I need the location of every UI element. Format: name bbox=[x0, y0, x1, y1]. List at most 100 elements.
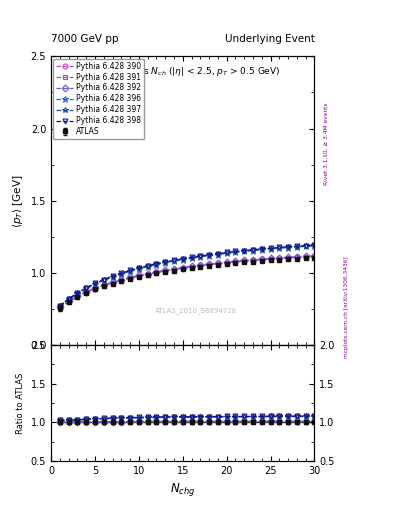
Pythia 6.428 397 bbox=[286, 244, 290, 250]
Pythia 6.428 392 bbox=[286, 254, 290, 260]
Pythia 6.428 398 bbox=[294, 243, 299, 249]
Pythia 6.428 391 bbox=[268, 256, 273, 262]
Pythia 6.428 391 bbox=[277, 255, 282, 262]
Text: ATLAS_2010_S8894728: ATLAS_2010_S8894728 bbox=[155, 307, 237, 314]
Pythia 6.428 391 bbox=[251, 258, 255, 264]
Pythia 6.428 392 bbox=[154, 269, 159, 275]
Pythia 6.428 392 bbox=[189, 263, 194, 269]
Text: Average $p_T$ vs $N_{ch}$ ($|\eta|$ < 2.5, $p_T$ > 0.5 GeV): Average $p_T$ vs $N_{ch}$ ($|\eta|$ < 2.… bbox=[85, 65, 281, 78]
Pythia 6.428 398 bbox=[312, 242, 317, 248]
Line: Pythia 6.428 391: Pythia 6.428 391 bbox=[57, 254, 317, 310]
Pythia 6.428 398 bbox=[66, 295, 71, 302]
Pythia 6.428 398 bbox=[180, 255, 185, 262]
Pythia 6.428 392 bbox=[312, 253, 317, 259]
Pythia 6.428 396 bbox=[189, 255, 194, 261]
Pythia 6.428 396 bbox=[172, 258, 176, 264]
Pythia 6.428 398 bbox=[189, 254, 194, 260]
Pythia 6.428 392 bbox=[268, 255, 273, 262]
Pythia 6.428 391 bbox=[259, 257, 264, 263]
Pythia 6.428 390 bbox=[136, 273, 141, 279]
Pythia 6.428 398 bbox=[251, 247, 255, 253]
Pythia 6.428 397 bbox=[57, 303, 62, 309]
Pythia 6.428 392 bbox=[84, 289, 88, 295]
Pythia 6.428 392 bbox=[207, 261, 211, 267]
Pythia 6.428 397 bbox=[75, 290, 80, 296]
Pythia 6.428 397 bbox=[215, 251, 220, 257]
Pythia 6.428 390 bbox=[251, 257, 255, 263]
Pythia 6.428 398 bbox=[101, 276, 106, 283]
Pythia 6.428 398 bbox=[128, 267, 132, 273]
Line: Pythia 6.428 392: Pythia 6.428 392 bbox=[57, 253, 317, 310]
Pythia 6.428 397 bbox=[242, 248, 246, 254]
Pythia 6.428 397 bbox=[154, 261, 159, 267]
Pythia 6.428 398 bbox=[110, 273, 115, 279]
Pythia 6.428 397 bbox=[119, 270, 124, 276]
Line: Pythia 6.428 390: Pythia 6.428 390 bbox=[57, 254, 317, 310]
Pythia 6.428 390 bbox=[145, 271, 150, 277]
Pythia 6.428 390 bbox=[233, 259, 238, 265]
Pythia 6.428 390 bbox=[215, 261, 220, 267]
Pythia 6.428 391 bbox=[154, 269, 159, 275]
Pythia 6.428 398 bbox=[224, 249, 229, 255]
Pythia 6.428 390 bbox=[172, 266, 176, 272]
Pythia 6.428 391 bbox=[128, 275, 132, 281]
Pythia 6.428 391 bbox=[198, 263, 203, 269]
Y-axis label: $\langle p_T \rangle$ [GeV]: $\langle p_T \rangle$ [GeV] bbox=[11, 174, 25, 227]
Pythia 6.428 392 bbox=[224, 259, 229, 265]
Pythia 6.428 398 bbox=[163, 259, 167, 265]
Pythia 6.428 392 bbox=[101, 282, 106, 288]
Pythia 6.428 392 bbox=[242, 258, 246, 264]
Pythia 6.428 396 bbox=[145, 264, 150, 270]
Pythia 6.428 391 bbox=[215, 261, 220, 267]
Pythia 6.428 392 bbox=[277, 255, 282, 261]
Pythia 6.428 391 bbox=[172, 266, 176, 272]
Pythia 6.428 391 bbox=[119, 278, 124, 284]
Pythia 6.428 396 bbox=[84, 285, 88, 291]
Pythia 6.428 391 bbox=[66, 298, 71, 305]
Pythia 6.428 396 bbox=[93, 281, 97, 287]
Pythia 6.428 396 bbox=[128, 268, 132, 274]
Pythia 6.428 397 bbox=[251, 247, 255, 253]
Pythia 6.428 398 bbox=[57, 303, 62, 309]
Pythia 6.428 391 bbox=[233, 259, 238, 265]
Text: Underlying Event: Underlying Event bbox=[224, 33, 314, 44]
Pythia 6.428 390 bbox=[180, 265, 185, 271]
Pythia 6.428 397 bbox=[180, 256, 185, 262]
Pythia 6.428 392 bbox=[233, 258, 238, 264]
Pythia 6.428 398 bbox=[198, 253, 203, 259]
Pythia 6.428 398 bbox=[268, 245, 273, 251]
Pythia 6.428 392 bbox=[251, 257, 255, 263]
Pythia 6.428 398 bbox=[207, 252, 211, 258]
Pythia 6.428 390 bbox=[277, 255, 282, 261]
Pythia 6.428 397 bbox=[93, 281, 97, 287]
Pythia 6.428 390 bbox=[294, 254, 299, 260]
Pythia 6.428 392 bbox=[180, 264, 185, 270]
Pythia 6.428 390 bbox=[93, 286, 97, 292]
Pythia 6.428 392 bbox=[119, 276, 124, 283]
Pythia 6.428 392 bbox=[136, 272, 141, 279]
Pythia 6.428 398 bbox=[242, 247, 246, 253]
Pythia 6.428 392 bbox=[215, 260, 220, 266]
Pythia 6.428 396 bbox=[163, 260, 167, 266]
Y-axis label: Ratio to ATLAS: Ratio to ATLAS bbox=[16, 372, 25, 434]
Pythia 6.428 397 bbox=[233, 249, 238, 255]
Pythia 6.428 390 bbox=[268, 256, 273, 262]
Pythia 6.428 392 bbox=[110, 279, 115, 285]
Pythia 6.428 390 bbox=[66, 298, 71, 305]
Pythia 6.428 391 bbox=[84, 289, 88, 295]
Pythia 6.428 391 bbox=[110, 280, 115, 286]
Pythia 6.428 396 bbox=[259, 247, 264, 253]
Pythia 6.428 397 bbox=[172, 258, 176, 264]
Pythia 6.428 398 bbox=[303, 243, 308, 249]
Pythia 6.428 396 bbox=[312, 243, 317, 249]
Pythia 6.428 390 bbox=[259, 257, 264, 263]
Pythia 6.428 392 bbox=[163, 267, 167, 273]
Pythia 6.428 397 bbox=[101, 277, 106, 283]
Pythia 6.428 396 bbox=[198, 254, 203, 260]
Pythia 6.428 396 bbox=[277, 245, 282, 251]
Pythia 6.428 397 bbox=[163, 259, 167, 265]
Pythia 6.428 392 bbox=[145, 270, 150, 276]
Text: 7000 GeV pp: 7000 GeV pp bbox=[51, 33, 119, 44]
Pythia 6.428 392 bbox=[172, 266, 176, 272]
Pythia 6.428 391 bbox=[294, 254, 299, 261]
